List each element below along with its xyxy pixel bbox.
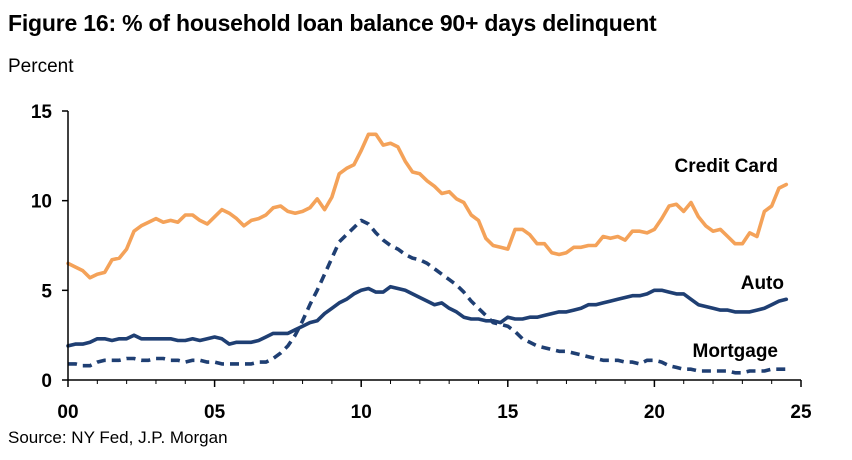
x-tick-label: 20 [644, 402, 665, 423]
x-tick-label: 15 [497, 402, 519, 423]
x-tick-label: 05 [204, 402, 226, 423]
chart-title: Figure 16: % of household loan balance 9… [8, 10, 657, 36]
series-layer [66, 132, 789, 375]
label-layer: Credit Card Auto Mortgage [675, 156, 784, 362]
series-line-credit-card [66, 132, 789, 280]
series-line-mortgage [68, 218, 787, 375]
series-label-mortgage: Mortgage [693, 341, 779, 362]
x-tick-label: 10 [351, 402, 372, 423]
y-tick-label: 15 [31, 102, 53, 123]
x-tick-label: 25 [790, 402, 812, 423]
y-tick-label: 0 [41, 371, 52, 392]
series-line-auto [66, 284, 789, 348]
y-axis-unit-label: Percent [8, 56, 74, 77]
x-tick-label: 00 [57, 402, 78, 423]
series-label-auto: Auto [741, 273, 784, 294]
y-tick-label: 10 [31, 192, 52, 213]
y-tick-label: 5 [41, 281, 52, 302]
source-note: Source: NY Fed, J.P. Morgan [8, 428, 228, 447]
series-label-credit-card: Credit Card [675, 156, 778, 177]
